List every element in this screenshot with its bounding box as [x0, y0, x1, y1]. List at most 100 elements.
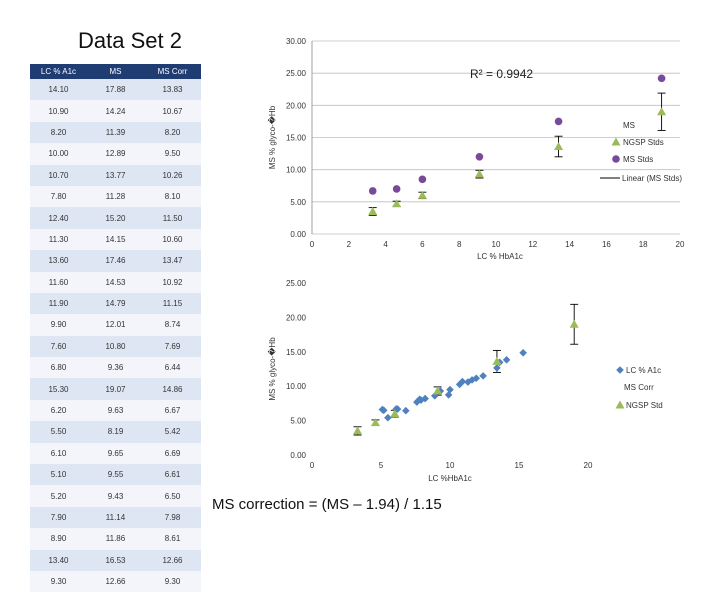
- ms-corr-point: [479, 372, 487, 380]
- ms-corr-point: [413, 398, 421, 406]
- table-cell: 11.39: [87, 121, 144, 144]
- legend-label: LC % A1c: [626, 366, 661, 375]
- table-cell: 10.67: [144, 100, 201, 122]
- ngsp-std-point: [554, 142, 564, 151]
- y-tick-label: 25.00: [286, 69, 307, 78]
- table-cell: 8.10: [144, 185, 201, 208]
- ms-corr-point: [493, 364, 501, 372]
- table-row: 8.20 11.39 8.20: [30, 121, 201, 144]
- table-row: 12.40 15.20 11.50: [30, 207, 201, 229]
- table-cell: 9.90: [30, 314, 87, 336]
- table-cell: 5.20: [30, 485, 87, 507]
- table-row: 11.90 14.79 11.15: [30, 292, 201, 315]
- x-tick-label: 20: [584, 461, 593, 470]
- table-cell: 13.60: [30, 250, 87, 272]
- y-tick-label: 0.00: [290, 230, 306, 239]
- x-tick-label: 14: [565, 240, 574, 249]
- ms-corr-point: [431, 391, 439, 400]
- table-cell: 10.70: [30, 164, 87, 186]
- legend-marker: [611, 137, 621, 146]
- table-cell: 7.69: [144, 335, 201, 358]
- table-row: 10.00 12.89 9.50: [30, 143, 201, 165]
- table-cell: 5.10: [30, 464, 87, 486]
- y-tick-label: 0.00: [290, 451, 306, 460]
- ms-corr-point: [519, 348, 527, 357]
- table-cell: 10.60: [144, 228, 201, 251]
- legend-label: MS: [623, 121, 635, 130]
- table-cell: 6.50: [144, 485, 201, 507]
- table-cell: 14.15: [87, 228, 144, 251]
- table-cell: 14.24: [87, 100, 144, 122]
- ms-corr-point: [417, 396, 425, 404]
- y-axis-label: MS % glyco-�Hb: [267, 105, 277, 169]
- y-tick-label: 15.00: [286, 134, 307, 143]
- table-row: 7.80 11.28 8.10: [30, 185, 201, 208]
- y-tick-label: 10.00: [286, 166, 307, 175]
- ms-corr-point: [502, 356, 511, 364]
- table-cell: 14.86: [144, 378, 201, 400]
- y-tick-label: 30.00: [286, 37, 307, 46]
- table-cell: 11.28: [87, 185, 144, 208]
- table-cell: 8.20: [144, 121, 201, 144]
- legend-marker: [612, 155, 620, 163]
- table-cell: 9.65: [87, 442, 144, 465]
- r-squared-annotation: R² = 0.9942: [470, 67, 533, 81]
- table-row: 6.10 9.65 6.69: [30, 442, 201, 465]
- table-cell: 11.90: [30, 292, 87, 315]
- ngsp-std-point: [390, 409, 400, 418]
- table-cell: 6.10: [30, 442, 87, 465]
- table-cell: 11.14: [87, 506, 144, 529]
- table-row: 9.30 12.66 9.30: [30, 570, 201, 592]
- legend-label: Linear (MS Stds): [622, 174, 682, 183]
- y-tick-label: 20.00: [286, 101, 307, 110]
- ngsp-std-point: [657, 107, 667, 116]
- table-cell: 9.30: [30, 570, 87, 592]
- table-row: 5.10 9.55 6.61: [30, 464, 201, 486]
- legend-marker: [616, 366, 624, 374]
- ngsp-std-point: [474, 169, 484, 178]
- table-cell: 9.30: [144, 570, 201, 592]
- ms-std-point: [475, 153, 484, 161]
- table-row: 5.50 8.19 5.42: [30, 421, 201, 443]
- table-row: 5.20 9.43 6.50: [30, 485, 201, 507]
- table-cell: 16.53: [87, 549, 144, 571]
- table-row: 13.40 16.53 12.66: [30, 549, 201, 571]
- table-cell: 10.90: [30, 100, 87, 122]
- ms-std-point: [392, 185, 401, 193]
- table-row: 6.20 9.63 6.67: [30, 399, 201, 422]
- ms-corr-point: [468, 376, 476, 384]
- table-row: 10.70 13.77 10.26: [30, 164, 201, 186]
- table-cell: 14.79: [87, 292, 144, 315]
- legend-label: NGSP Stds: [623, 138, 664, 147]
- x-tick-label: 6: [420, 240, 425, 249]
- table-cell: 12.66: [87, 570, 144, 592]
- ms-std-point: [554, 117, 563, 126]
- column-header: MS Corr: [144, 64, 201, 79]
- table-cell: 6.69: [144, 442, 201, 465]
- table-row: 7.60 10.80 7.69: [30, 335, 201, 358]
- ngsp-std-point: [370, 418, 380, 427]
- table-cell: 10.00: [30, 143, 87, 165]
- table-cell: 11.60: [30, 271, 87, 293]
- table-row: 10.90 14.24 10.67: [30, 100, 201, 122]
- y-tick-label: 5.00: [290, 417, 306, 426]
- table-cell: 19.07: [87, 378, 144, 400]
- ms-std-point: [657, 74, 666, 83]
- table-row: 14.10 17.88 13.83: [30, 79, 201, 101]
- page-title: Data Set 2: [78, 28, 182, 53]
- x-tick-label: 8: [457, 240, 462, 249]
- column-header: MS: [87, 64, 144, 79]
- table-cell: 8.20: [30, 121, 87, 144]
- ngsp-std-point: [353, 426, 363, 435]
- x-tick-label: 10: [492, 240, 501, 249]
- x-tick-label: 10: [446, 461, 455, 470]
- table-cell: 6.44: [144, 357, 201, 379]
- table-cell: 6.67: [144, 399, 201, 422]
- ms-corr-point: [455, 380, 464, 389]
- ms-std-point: [368, 187, 377, 195]
- legend-label: NGSP Std: [626, 401, 663, 410]
- table-cell: 9.36: [87, 357, 144, 379]
- table-cell: 5.50: [30, 421, 87, 443]
- table-cell: 9.50: [144, 143, 201, 165]
- table-cell: 10.26: [144, 164, 201, 186]
